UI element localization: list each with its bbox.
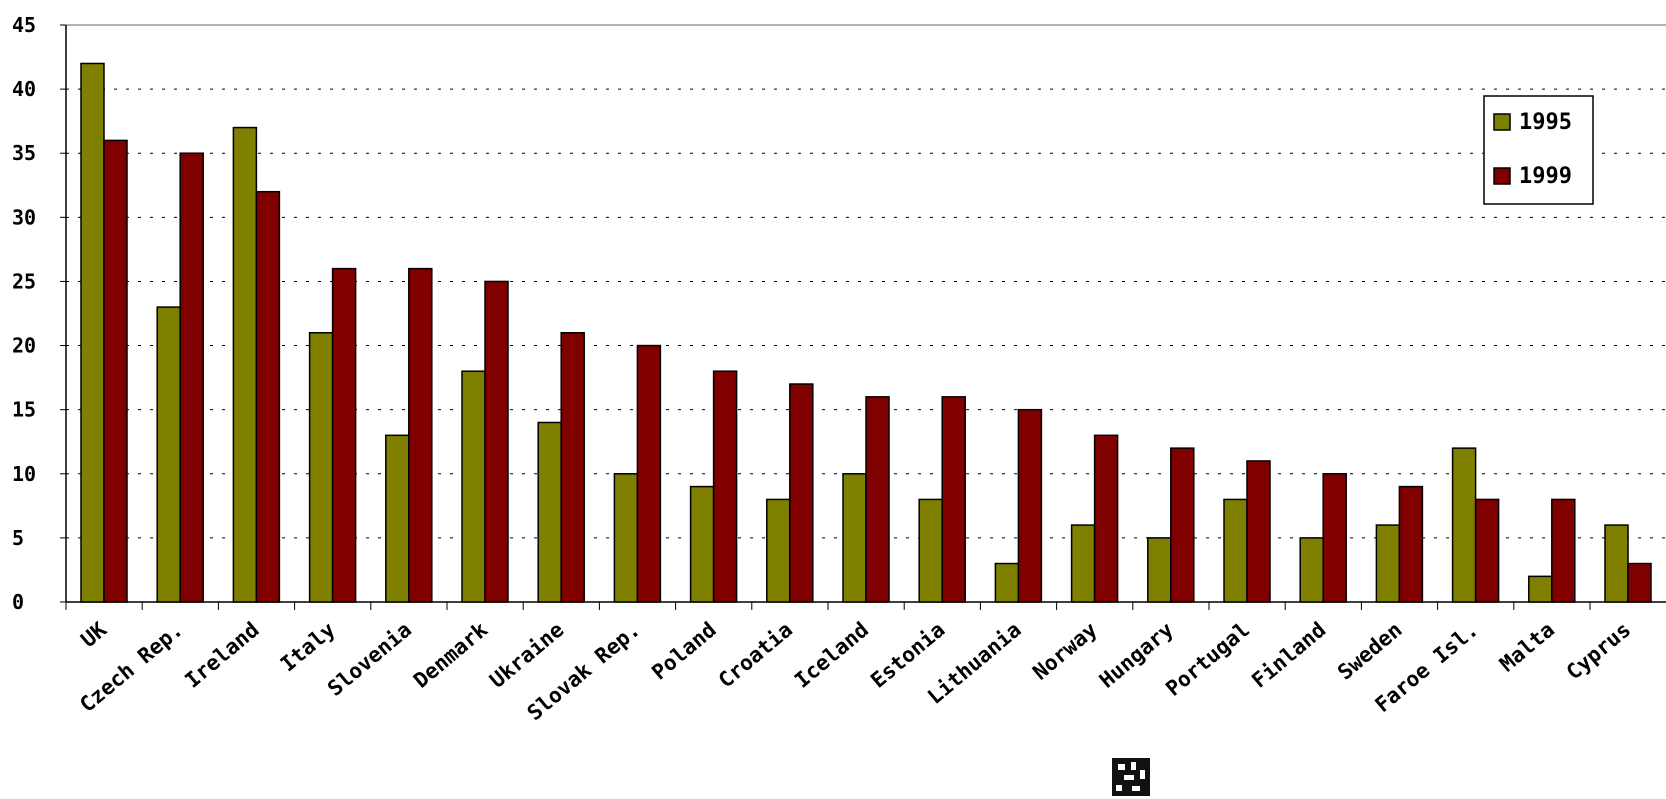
bar-1999-ireland [255, 190, 281, 603]
y-tick-label: 0 [12, 590, 24, 614]
y-tick-label: 35 [12, 141, 36, 165]
x-category-label: Denmark [409, 617, 492, 693]
bar-1995-finland [1299, 537, 1324, 603]
bar-1999-malta [1551, 498, 1576, 603]
x-category-label: Iceland [790, 617, 873, 692]
bar-1995-portugal [1223, 498, 1248, 603]
bar-1995-malta [1528, 575, 1553, 603]
bar-1999-italy [331, 267, 357, 603]
bar-1995-uk [80, 62, 105, 603]
bar-1995-slovak-rep [613, 473, 639, 603]
bars [80, 62, 1652, 603]
x-category-label: Ireland [180, 617, 263, 692]
y-tick-label: 30 [12, 205, 36, 229]
x-category-label: Portugal [1161, 617, 1254, 700]
bar-1995-cyprus [1604, 524, 1629, 603]
bar-1999-portugal [1246, 460, 1271, 603]
x-category-label: Italy [276, 617, 340, 676]
x-category-label: Cyprus [1562, 617, 1636, 684]
bar-1999-finland [1322, 473, 1347, 603]
bar-1999-lithuania [1017, 408, 1043, 603]
y-tick-label: 45 [12, 13, 36, 37]
x-category-label: Finland [1247, 617, 1330, 692]
bar-1995-slovenia [385, 434, 410, 603]
x-category-label: Norway [1028, 617, 1102, 684]
bar-1995-italy [308, 331, 334, 603]
bar-1995-sweden [1375, 524, 1401, 603]
x-category-label: Croatia [714, 617, 797, 692]
y-axis-ticks: 0 5 10 15 20 25 30 35 40 45 [12, 13, 66, 614]
x-category-label: Slovenia [323, 617, 416, 700]
bar-1999-ukraine [560, 331, 585, 603]
bar-1999-iceland [865, 396, 890, 603]
bar-1999-slovenia [408, 267, 433, 603]
bar-1995-ukraine [537, 421, 562, 603]
legend-label-1995: 1995 [1519, 110, 1572, 135]
x-category-label: UK [76, 617, 111, 652]
bar-1995-denmark [461, 370, 486, 603]
bar-1995-faroe-isl [1451, 447, 1477, 603]
x-category-label: Malta [1495, 617, 1559, 676]
bar-1999-croatia [789, 383, 814, 603]
bar-1995-poland [689, 485, 715, 603]
legend-label-1999: 1999 [1519, 164, 1572, 189]
bar-1999-czech-rep [179, 152, 204, 603]
legend: 1995 1999 [1483, 95, 1594, 205]
bar-1999-uk [103, 139, 128, 603]
bar-1995-croatia [766, 498, 791, 603]
bar-1995-ireland [232, 126, 258, 603]
bar-1999-faroe-isl [1474, 498, 1500, 603]
y-tick-label: 25 [12, 269, 36, 293]
y-tick-label: 20 [12, 334, 36, 358]
y-tick-label: 10 [12, 462, 36, 486]
y-tick-label: 5 [12, 526, 24, 550]
legend-swatch-1995 [1493, 113, 1511, 131]
legend-swatch-1999 [1493, 167, 1511, 185]
bar-1995-iceland [842, 473, 867, 603]
x-category-label: Poland [647, 617, 721, 684]
bar-1999-estonia [941, 396, 966, 603]
x-category-label: Sweden [1333, 617, 1407, 684]
bar-1995-estonia [918, 498, 943, 603]
bar-1999-denmark [484, 280, 509, 603]
bar-1995-norway [1070, 524, 1096, 603]
bar-1999-cyprus [1627, 562, 1652, 603]
bar-1999-hungary [1170, 447, 1195, 603]
bar-1999-norway [1093, 434, 1119, 603]
bar-1999-poland [712, 370, 738, 603]
bar-1995-czech-rep [156, 306, 181, 603]
y-tick-label: 15 [12, 398, 36, 422]
bar-1995-lithuania [994, 562, 1020, 603]
bar-1999-sweden [1398, 485, 1424, 603]
bar-1995-hungary [1147, 537, 1172, 603]
bar-1999-slovak-rep [636, 344, 662, 603]
y-tick-label: 40 [12, 77, 36, 101]
watermark-glyph [1112, 758, 1150, 796]
